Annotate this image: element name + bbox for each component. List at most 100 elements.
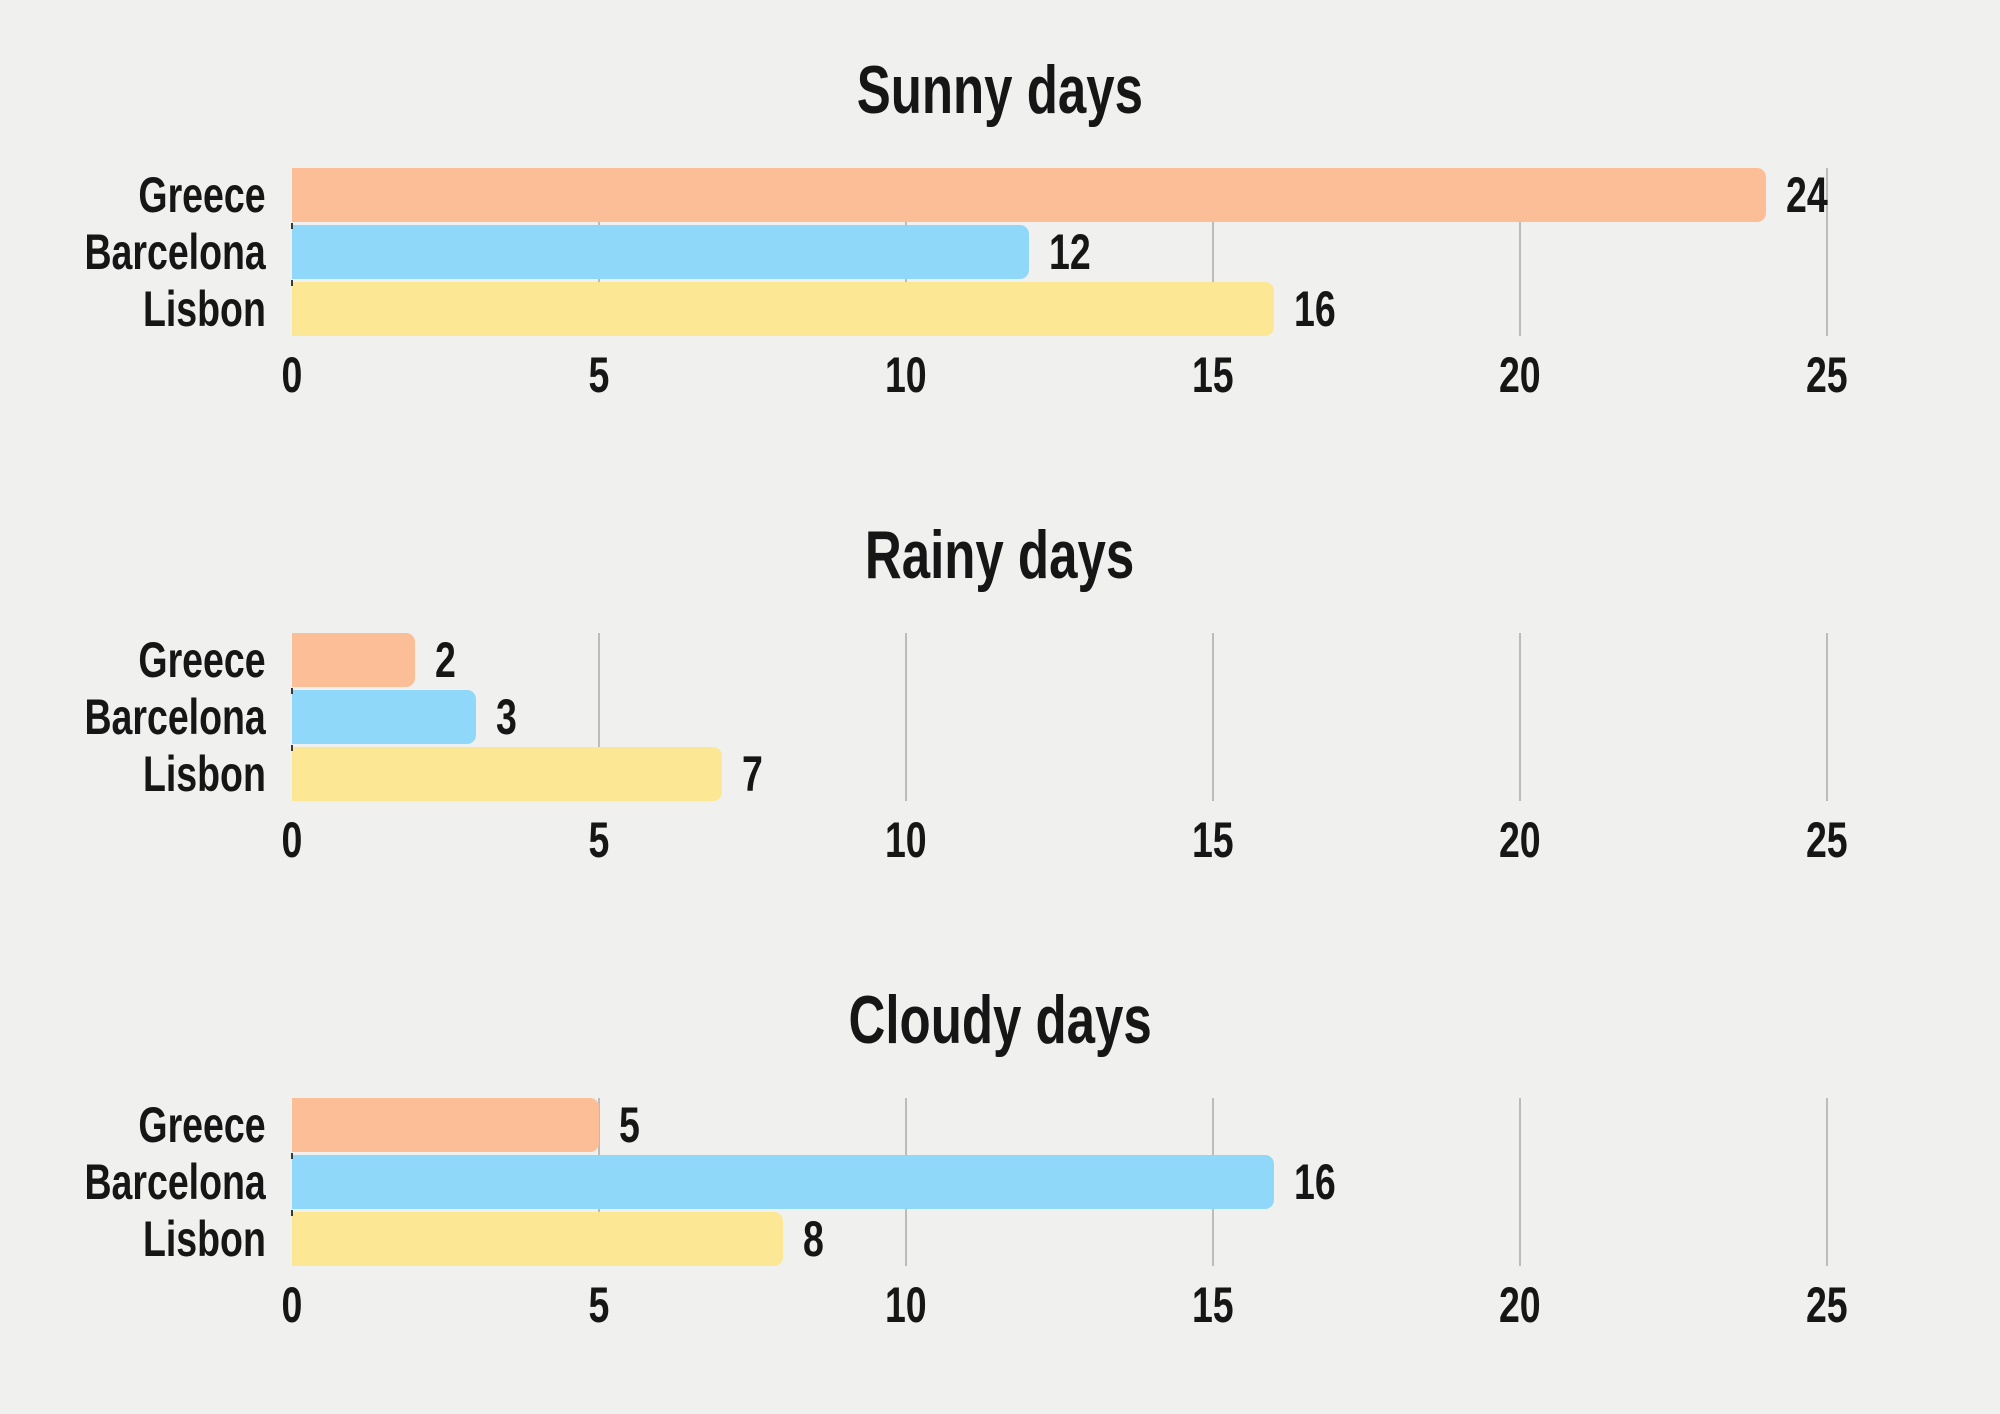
bar-row: 2 (292, 631, 1932, 689)
bar-lisbon (292, 282, 1275, 336)
chart-sunny-days: Sunny days Greece Barcelona Lisbon 24 12 16 0 5 1… (0, 0, 2000, 465)
bar-row: 5 (292, 1096, 1932, 1154)
value-label: 12 (1049, 223, 1105, 281)
x-tick-label-15: 15 (1143, 1274, 1283, 1336)
category-label-greece: Greece (0, 1097, 266, 1153)
x-tick-text: 5 (588, 812, 610, 868)
value-label: 2 (435, 631, 463, 689)
chart-rainy-days: Rainy days Greece Barcelona Lisbon 2 3 7 0 5 10 15… (0, 465, 2000, 930)
chart-title-text: Rainy days (865, 517, 1135, 593)
bar-lisbon (292, 1212, 784, 1266)
x-tick-text: 10 (885, 812, 927, 868)
x-tick-label-0: 0 (222, 344, 362, 406)
x-tick-label-25: 25 (1757, 1274, 1897, 1336)
x-tick-label-20: 20 (1450, 344, 1590, 406)
x-tick-text: 10 (885, 1277, 927, 1333)
bar-row: 24 (292, 167, 1932, 223)
value-label: 5 (619, 1096, 647, 1154)
x-tick-label-20: 20 (1450, 809, 1590, 871)
x-tick-label-15: 15 (1143, 344, 1283, 406)
x-tick-label-5: 5 (529, 344, 669, 406)
bar-greece (292, 168, 1766, 222)
x-tick-text: 0 (281, 347, 303, 403)
value-label: 8 (803, 1210, 831, 1268)
category-label-text: Lisbon (143, 746, 266, 802)
category-label-lisbon: Lisbon (0, 281, 266, 337)
x-tick-text: 5 (588, 347, 610, 403)
category-label-barcelona: Barcelona (0, 1154, 266, 1210)
x-tick-text: 25 (1806, 347, 1848, 403)
gridline-15 (1212, 633, 1214, 801)
gridline-25 (1826, 168, 1828, 336)
bar-row: 12 (292, 223, 1932, 281)
axis-tick (291, 744, 293, 751)
bar-greece (292, 633, 415, 687)
x-tick-text: 20 (1499, 1277, 1541, 1333)
x-tick-text: 5 (588, 1277, 610, 1333)
bar-row: 16 (292, 280, 1932, 338)
x-tick-label-5: 5 (529, 1274, 669, 1336)
plot-area: 5 16 8 (291, 1096, 1932, 1268)
chart-title: Sunny days (0, 48, 2000, 132)
value-label-text: 24 (1785, 167, 1828, 223)
value-label-text: 5 (619, 1097, 640, 1153)
value-label: 3 (496, 688, 524, 746)
category-label-barcelona: Barcelona (0, 689, 266, 745)
axis-tick (291, 1152, 293, 1159)
bar-row: 8 (292, 1210, 1932, 1268)
chart-title: Rainy days (0, 513, 2000, 597)
x-tick-text: 15 (1192, 347, 1234, 403)
x-tick-text: 0 (281, 812, 303, 868)
bar-row: 7 (292, 745, 1932, 803)
x-tick-label-15: 15 (1143, 809, 1283, 871)
plot-area: 24 12 16 (291, 167, 1932, 338)
category-labels: Greece Barcelona Lisbon (0, 167, 266, 337)
x-tick-label-25: 25 (1757, 344, 1897, 406)
category-label-barcelona: Barcelona (0, 224, 266, 280)
value-label-text: 7 (741, 746, 763, 802)
category-label-greece: Greece (0, 632, 266, 688)
gridline-20 (1519, 633, 1521, 801)
value-label: 16 (1294, 280, 1350, 338)
axis-tick (291, 687, 293, 694)
category-label-lisbon: Lisbon (0, 1211, 266, 1267)
bar-greece (292, 1098, 599, 1152)
gridline-25 (1826, 1098, 1828, 1266)
category-label-greece: Greece (0, 167, 266, 223)
x-tick-text: 15 (1192, 812, 1234, 868)
value-label: 7 (742, 745, 770, 803)
category-label-text: Barcelona (84, 689, 266, 745)
gridline-20 (1519, 168, 1521, 336)
x-tick-label-10: 10 (836, 1274, 976, 1336)
value-label-text: 12 (1048, 224, 1091, 280)
category-label-text: Greece (138, 632, 266, 688)
x-axis: 0 5 10 15 20 25 (282, 344, 1932, 406)
bar-barcelona (292, 690, 477, 744)
category-label-text: Lisbon (143, 1211, 266, 1267)
bar-row: 3 (292, 688, 1932, 746)
value-label-text: 3 (496, 689, 518, 745)
gridline-25 (1826, 633, 1828, 801)
gridline-10 (905, 633, 907, 801)
category-label-text: Barcelona (84, 1154, 266, 1210)
x-tick-label-0: 0 (222, 809, 362, 871)
category-label-text: Greece (138, 1097, 266, 1153)
x-tick-label-25: 25 (1757, 809, 1897, 871)
category-label-text: Lisbon (143, 281, 266, 337)
gridline-20 (1519, 1098, 1521, 1266)
chart-title-text: Cloudy days (848, 982, 1152, 1058)
category-labels: Greece Barcelona Lisbon (0, 632, 266, 802)
chart-cloudy-days: Cloudy days Greece Barcelona Lisbon 5 16 8 0 5 10… (0, 930, 2000, 1414)
bar-rows: 24 12 16 (292, 167, 1932, 338)
x-tick-text: 25 (1806, 1277, 1848, 1333)
bar-rows: 5 16 8 (292, 1096, 1932, 1268)
chart-title-text: Sunny days (856, 52, 1144, 128)
value-label-text: 8 (803, 1211, 825, 1267)
category-label-text: Greece (138, 167, 266, 223)
category-labels: Greece Barcelona Lisbon (0, 1097, 266, 1267)
x-tick-label-5: 5 (529, 809, 669, 871)
gridline-5 (598, 633, 600, 801)
category-label-lisbon: Lisbon (0, 746, 266, 802)
chart-title: Cloudy days (0, 978, 2000, 1062)
